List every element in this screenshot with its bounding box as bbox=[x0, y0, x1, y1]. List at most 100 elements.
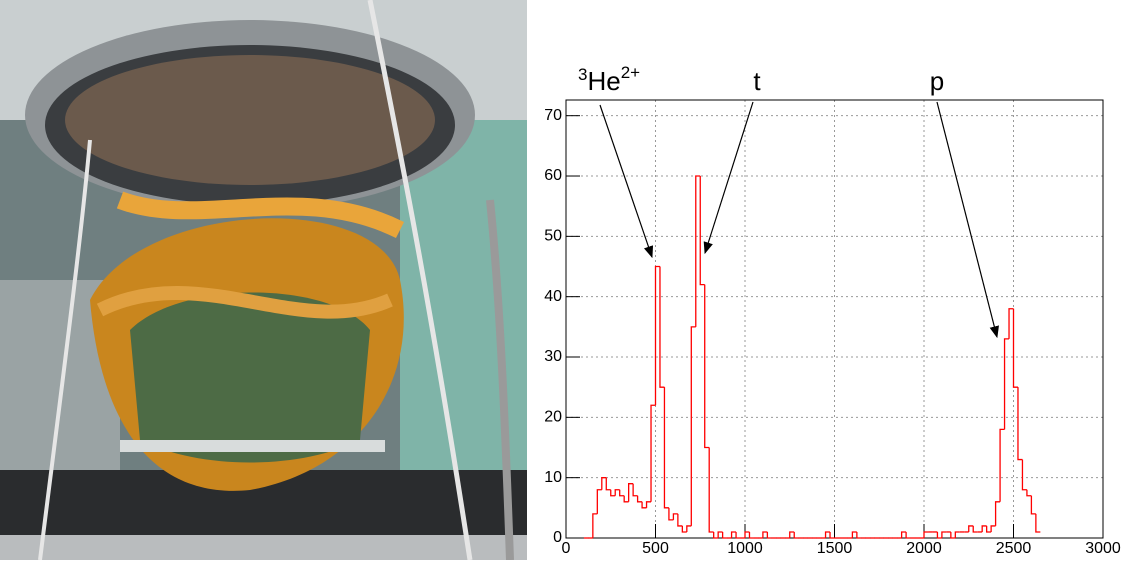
histogram-bin bbox=[708, 447, 714, 533]
histogram-bin bbox=[923, 531, 929, 538]
annotation: 3He2+ bbox=[578, 63, 640, 96]
histogram-bin bbox=[851, 531, 857, 538]
histogram-bin bbox=[704, 284, 710, 449]
histogram-bin bbox=[663, 387, 669, 509]
histogram-bin bbox=[721, 531, 728, 539]
histogram-bin bbox=[1003, 338, 1010, 430]
annotation-arrow bbox=[936, 101, 999, 339]
histogram-bin bbox=[900, 531, 907, 538]
histogram-bin bbox=[981, 525, 987, 532]
histogram-bin bbox=[994, 501, 1001, 526]
histogram-bin bbox=[650, 404, 656, 502]
annotation: t bbox=[753, 66, 761, 96]
histogram-bin bbox=[1035, 513, 1041, 533]
annotation-arrow bbox=[599, 104, 654, 259]
photo-frame bbox=[120, 440, 385, 452]
histogram-bin bbox=[623, 495, 629, 503]
histogram-bin bbox=[690, 326, 696, 526]
histogram-bin bbox=[632, 483, 638, 497]
histogram-bin bbox=[990, 525, 996, 532]
y-tick-label: 30 bbox=[544, 348, 562, 365]
photo-plate bbox=[65, 55, 435, 185]
annotation-arrow bbox=[703, 101, 754, 255]
x-tick-label: 500 bbox=[642, 540, 669, 557]
histogram-bin bbox=[717, 531, 723, 538]
x-tick-label: 2500 bbox=[996, 540, 1032, 557]
histogram-bin bbox=[735, 531, 741, 539]
histogram-bin bbox=[941, 531, 947, 538]
histogram-bin bbox=[677, 513, 683, 527]
y-tick-label: 10 bbox=[544, 469, 562, 486]
histogram-bin bbox=[766, 531, 772, 539]
histogram-bin bbox=[1008, 308, 1014, 339]
histogram-bin bbox=[672, 513, 678, 520]
annotation-text: He bbox=[587, 66, 620, 96]
photo-ribbon bbox=[116, 191, 405, 239]
histogram-bin bbox=[744, 531, 750, 538]
x-tick-label: 2000 bbox=[906, 540, 942, 557]
annotation-superscript: 2+ bbox=[621, 63, 640, 82]
histogram-bin bbox=[968, 525, 974, 532]
photo-cable bbox=[38, 139, 92, 561]
annotation-text: t bbox=[753, 66, 761, 96]
photo-cable bbox=[367, 0, 473, 561]
histogram-bin bbox=[762, 531, 768, 538]
histogram-bin bbox=[1026, 489, 1032, 497]
x-tick-label: 1500 bbox=[817, 540, 853, 557]
histogram-bin bbox=[641, 501, 647, 509]
annotation: p bbox=[930, 66, 944, 96]
histogram-bin bbox=[654, 265, 660, 406]
histogram-bin bbox=[905, 531, 911, 539]
x-tick-label: 3000 bbox=[1085, 540, 1121, 557]
histogram-bin bbox=[605, 477, 611, 491]
histogram-bin bbox=[713, 531, 719, 539]
histogram-bin bbox=[614, 489, 620, 496]
histogram-bin bbox=[1021, 459, 1027, 491]
histogram-bin bbox=[686, 525, 692, 532]
photo-ribbon bbox=[96, 285, 393, 319]
histogram-bin bbox=[999, 428, 1005, 502]
y-tick-label: 60 bbox=[544, 167, 562, 184]
histogram-bin bbox=[619, 489, 625, 497]
histogram-bin bbox=[699, 176, 705, 286]
histogram-bin bbox=[601, 477, 607, 490]
photo bbox=[0, 0, 527, 561]
histogram-bin bbox=[829, 531, 835, 539]
histogram-bin bbox=[936, 531, 942, 539]
histogram-bin bbox=[668, 507, 674, 521]
photo-table bbox=[0, 535, 527, 560]
photo-electronics bbox=[130, 292, 370, 463]
annotation-text: p bbox=[930, 66, 944, 96]
x-tick-label: 0 bbox=[562, 540, 571, 557]
histogram-bin bbox=[695, 175, 701, 327]
histogram-bin bbox=[730, 531, 737, 538]
histogram-bin bbox=[748, 531, 754, 539]
histogram-bin bbox=[789, 531, 795, 538]
histogram-bin bbox=[636, 495, 643, 503]
x-tick-label: 1000 bbox=[727, 540, 763, 557]
y-tick-label: 20 bbox=[544, 409, 562, 426]
annotation-prefix: 3 bbox=[578, 65, 587, 84]
histogram-bin bbox=[596, 489, 602, 514]
y-tick-label: 0 bbox=[553, 529, 562, 546]
histogram-bin bbox=[972, 525, 978, 533]
histogram-bin bbox=[1012, 308, 1018, 388]
histogram-bin bbox=[1030, 495, 1036, 515]
photo-chain bbox=[486, 199, 514, 561]
histogram-bin bbox=[681, 525, 687, 533]
histogram-bin bbox=[610, 489, 616, 497]
histogram-bin bbox=[1017, 387, 1023, 461]
y-tick-label: 40 bbox=[544, 288, 562, 305]
histogram-bin bbox=[954, 531, 960, 538]
histogram-bin bbox=[628, 483, 634, 502]
histogram-bin bbox=[986, 525, 992, 533]
y-tick-label: 70 bbox=[544, 107, 562, 124]
histogram-bin bbox=[592, 513, 598, 538]
histogram-bin bbox=[950, 531, 956, 539]
histogram-bin bbox=[856, 531, 862, 539]
histogram-bin bbox=[824, 531, 831, 538]
histogram-bin bbox=[793, 531, 799, 539]
histogram-bin bbox=[659, 266, 665, 388]
y-tick-label: 50 bbox=[544, 228, 562, 245]
